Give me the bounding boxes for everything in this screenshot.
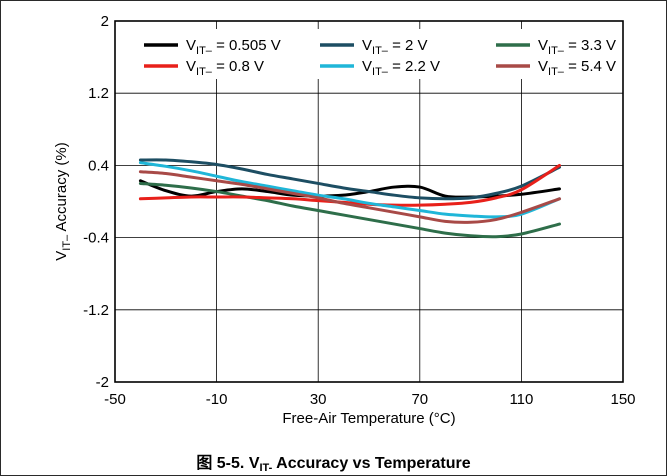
y-tick-label: -1.2	[83, 302, 109, 319]
legend-label-4: VIT– = 2.2 V	[362, 58, 440, 78]
x-tick-label: 70	[411, 391, 428, 408]
label-subscript: IT–	[196, 66, 213, 78]
accuracy-chart: -50 -10 30 70 110 150 -2 -1.2 -0.4 0.4 1.2 2 Free-A…	[53, 13, 636, 427]
y-tick-label: 0.4	[88, 157, 109, 174]
label-main: V	[186, 37, 196, 54]
label-main: V	[53, 251, 70, 261]
label-main: V	[538, 58, 548, 75]
label-subscript: IT–	[548, 45, 565, 57]
grid	[115, 21, 623, 382]
y-tick-label: -0.4	[83, 230, 109, 247]
legend-label-2: VIT– = 3.3 V	[538, 37, 616, 57]
label-rest: = 2.2 V	[388, 58, 440, 75]
legend-label-3: VIT– = 0.8 V	[186, 58, 264, 78]
caption-figure-number: 图 5-5.	[196, 455, 245, 472]
x-tick-label: 110	[509, 391, 533, 408]
plot-border	[114, 20, 624, 383]
x-tick-label: -10	[206, 391, 228, 408]
x-tick-label: 150	[610, 391, 635, 408]
label-main: V	[538, 37, 548, 54]
caption-v: V	[248, 455, 260, 472]
x-tick-label: -50	[104, 391, 126, 408]
series-lines	[138, 158, 561, 239]
label-main: V	[362, 37, 372, 54]
series-line-2	[138, 181, 561, 239]
label-subscript: IT–	[372, 66, 389, 78]
y-axis-label: VIT– Accuracy (%)	[53, 142, 73, 260]
legend-label-0: VIT– = 0.505 V	[186, 37, 281, 57]
label-rest: = 2 V	[388, 37, 428, 54]
label-subscript: IT–	[372, 45, 389, 57]
label-main: V	[362, 58, 372, 75]
label-main: V	[186, 58, 196, 75]
legend-label-1: VIT– = 2 V	[362, 37, 428, 57]
y-tick-label: 1.2	[88, 85, 109, 102]
label-subscript: IT–	[196, 45, 213, 57]
figure-caption: 图 5-5. VIT- Accuracy vs Temperature	[0, 449, 667, 474]
label-subscript: IT–	[61, 234, 73, 251]
x-axis-label: Free-Air Temperature (°C)	[282, 410, 455, 427]
legend-box	[133, 29, 613, 79]
label-rest: = 0.8 V	[212, 58, 264, 75]
legend-label-5: VIT– = 5.4 V	[538, 58, 616, 78]
series-line-5	[138, 170, 561, 224]
tick-labels: -50 -10 30 70 110 150 -2 -1.2 -0.4 0.4 1.2 2	[83, 13, 635, 408]
y-tick-label: 2	[101, 13, 109, 30]
label-rest: = 3.3 V	[564, 37, 616, 54]
y-tick-label: -2	[96, 374, 109, 391]
caption-subscript: IT-	[259, 462, 273, 474]
label-rest: = 5.4 V	[564, 58, 616, 75]
label-rest: = 0.505 V	[212, 37, 281, 54]
legend: VIT– = 0.505 V VIT– = 2 V VIT– = 3.3 VVIT–…	[133, 29, 616, 79]
label-subscript: IT–	[548, 66, 565, 78]
caption-title-rest: Accuracy vs Temperature	[272, 455, 471, 472]
label-rest: Accuracy (%)	[53, 142, 70, 235]
series-line-1	[138, 158, 561, 201]
x-tick-label: 30	[310, 391, 327, 408]
series-line-4	[138, 161, 561, 219]
